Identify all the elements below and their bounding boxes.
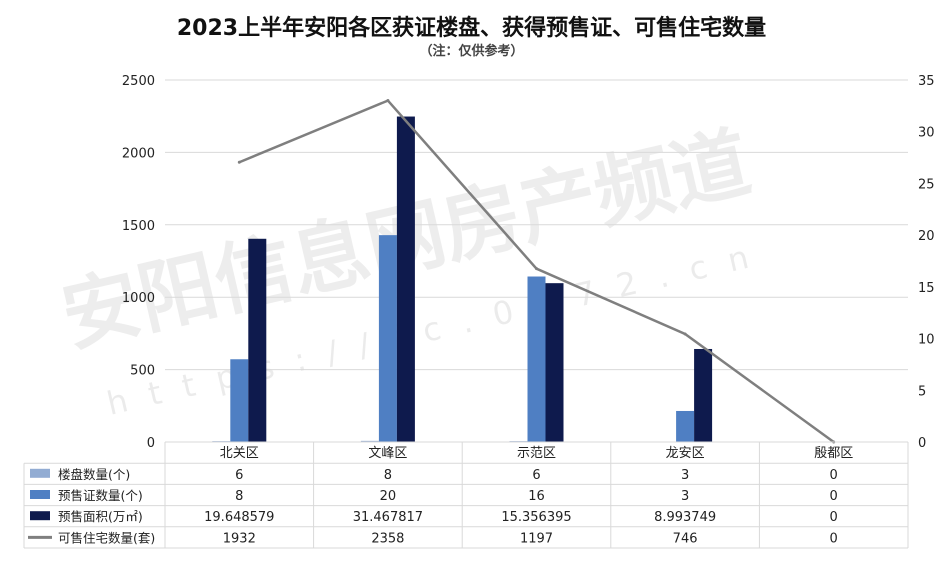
data-label: 3 xyxy=(681,468,689,483)
y-right-tick-label: 15 xyxy=(918,281,935,296)
y-left-tick-label: 2500 xyxy=(122,74,155,89)
legend-label: 预售面积(万㎡) xyxy=(58,509,143,524)
legend-label: 可售住宅数量(套) xyxy=(58,530,155,545)
y-right-tick-label: 35 xyxy=(918,74,935,89)
data-label: 31.467817 xyxy=(353,510,423,525)
bar-2 xyxy=(378,235,397,442)
bar-3 xyxy=(545,283,564,442)
bar-3 xyxy=(396,116,415,442)
data-label: 0 xyxy=(830,489,838,504)
data-label: 8 xyxy=(384,468,392,483)
y-right-tick-label: 5 xyxy=(918,384,926,399)
y-left-tick-label: 0 xyxy=(147,436,155,451)
bar-2 xyxy=(230,359,249,442)
line-point xyxy=(237,160,241,164)
data-label: 0 xyxy=(830,510,838,525)
bar-1 xyxy=(360,440,379,442)
legend-swatch xyxy=(30,511,50,521)
data-label: 1932 xyxy=(223,531,256,546)
line-point xyxy=(386,99,390,103)
line-series xyxy=(237,99,836,444)
y-axis-right: 0 5 10 15 20 25 30 35 xyxy=(918,74,935,451)
y-right-tick-label: 20 xyxy=(918,229,935,244)
data-label: 19.648579 xyxy=(204,510,274,525)
data-label: 6 xyxy=(235,468,243,483)
y-left-tick-label: 500 xyxy=(130,364,155,379)
y-right-tick-label: 10 xyxy=(918,333,935,348)
data-label: 3 xyxy=(681,489,689,504)
data-label: 746 xyxy=(673,531,698,546)
y-right-tick-label: 30 xyxy=(918,126,935,141)
data-label: 16 xyxy=(528,489,545,504)
x-tick-label: 殷都区 xyxy=(814,446,853,461)
legend-swatch xyxy=(30,490,50,499)
x-tick-label: 示范区 xyxy=(517,446,556,461)
legend-label: 楼盘数量(个) xyxy=(58,467,130,482)
y-axis-left: 0 500 1000 1500 2000 2500 xyxy=(122,74,155,451)
chart-title: 2023上半年安阳各区获证楼盘、获得预售证、可售住宅数量 xyxy=(176,16,767,41)
data-label: 8 xyxy=(235,489,243,504)
legend-label: 预售证数量(个) xyxy=(58,488,143,503)
y-left-tick-label: 1000 xyxy=(122,291,155,306)
data-label: 6 xyxy=(532,468,540,483)
bars xyxy=(212,116,713,442)
y-right-tick-label: 0 xyxy=(918,436,926,451)
data-label: 15.356395 xyxy=(501,510,571,525)
x-tick-label: 龙安区 xyxy=(666,446,705,461)
line-point xyxy=(683,332,687,336)
bar-2 xyxy=(676,410,695,442)
data-label: 0 xyxy=(830,468,838,483)
data-label: 0 xyxy=(830,531,838,546)
data-label: 2358 xyxy=(371,531,404,546)
bar-3 xyxy=(248,238,267,442)
y-left-tick-label: 1500 xyxy=(122,219,155,234)
y-left-tick-label: 2000 xyxy=(122,146,155,161)
x-tick-label: 北关区 xyxy=(220,446,259,461)
line-point xyxy=(535,267,538,271)
y-right-tick-label: 25 xyxy=(918,177,935,192)
bar-2 xyxy=(527,276,546,442)
x-tick-label: 文峰区 xyxy=(368,446,407,461)
chart-subtitle: （注：仅供参考） xyxy=(419,44,524,59)
data-label: 1197 xyxy=(520,531,553,546)
legend-swatch xyxy=(30,468,50,478)
data-label: 20 xyxy=(380,489,397,504)
bar-3 xyxy=(694,348,713,442)
data-label: 8.993749 xyxy=(654,510,716,525)
